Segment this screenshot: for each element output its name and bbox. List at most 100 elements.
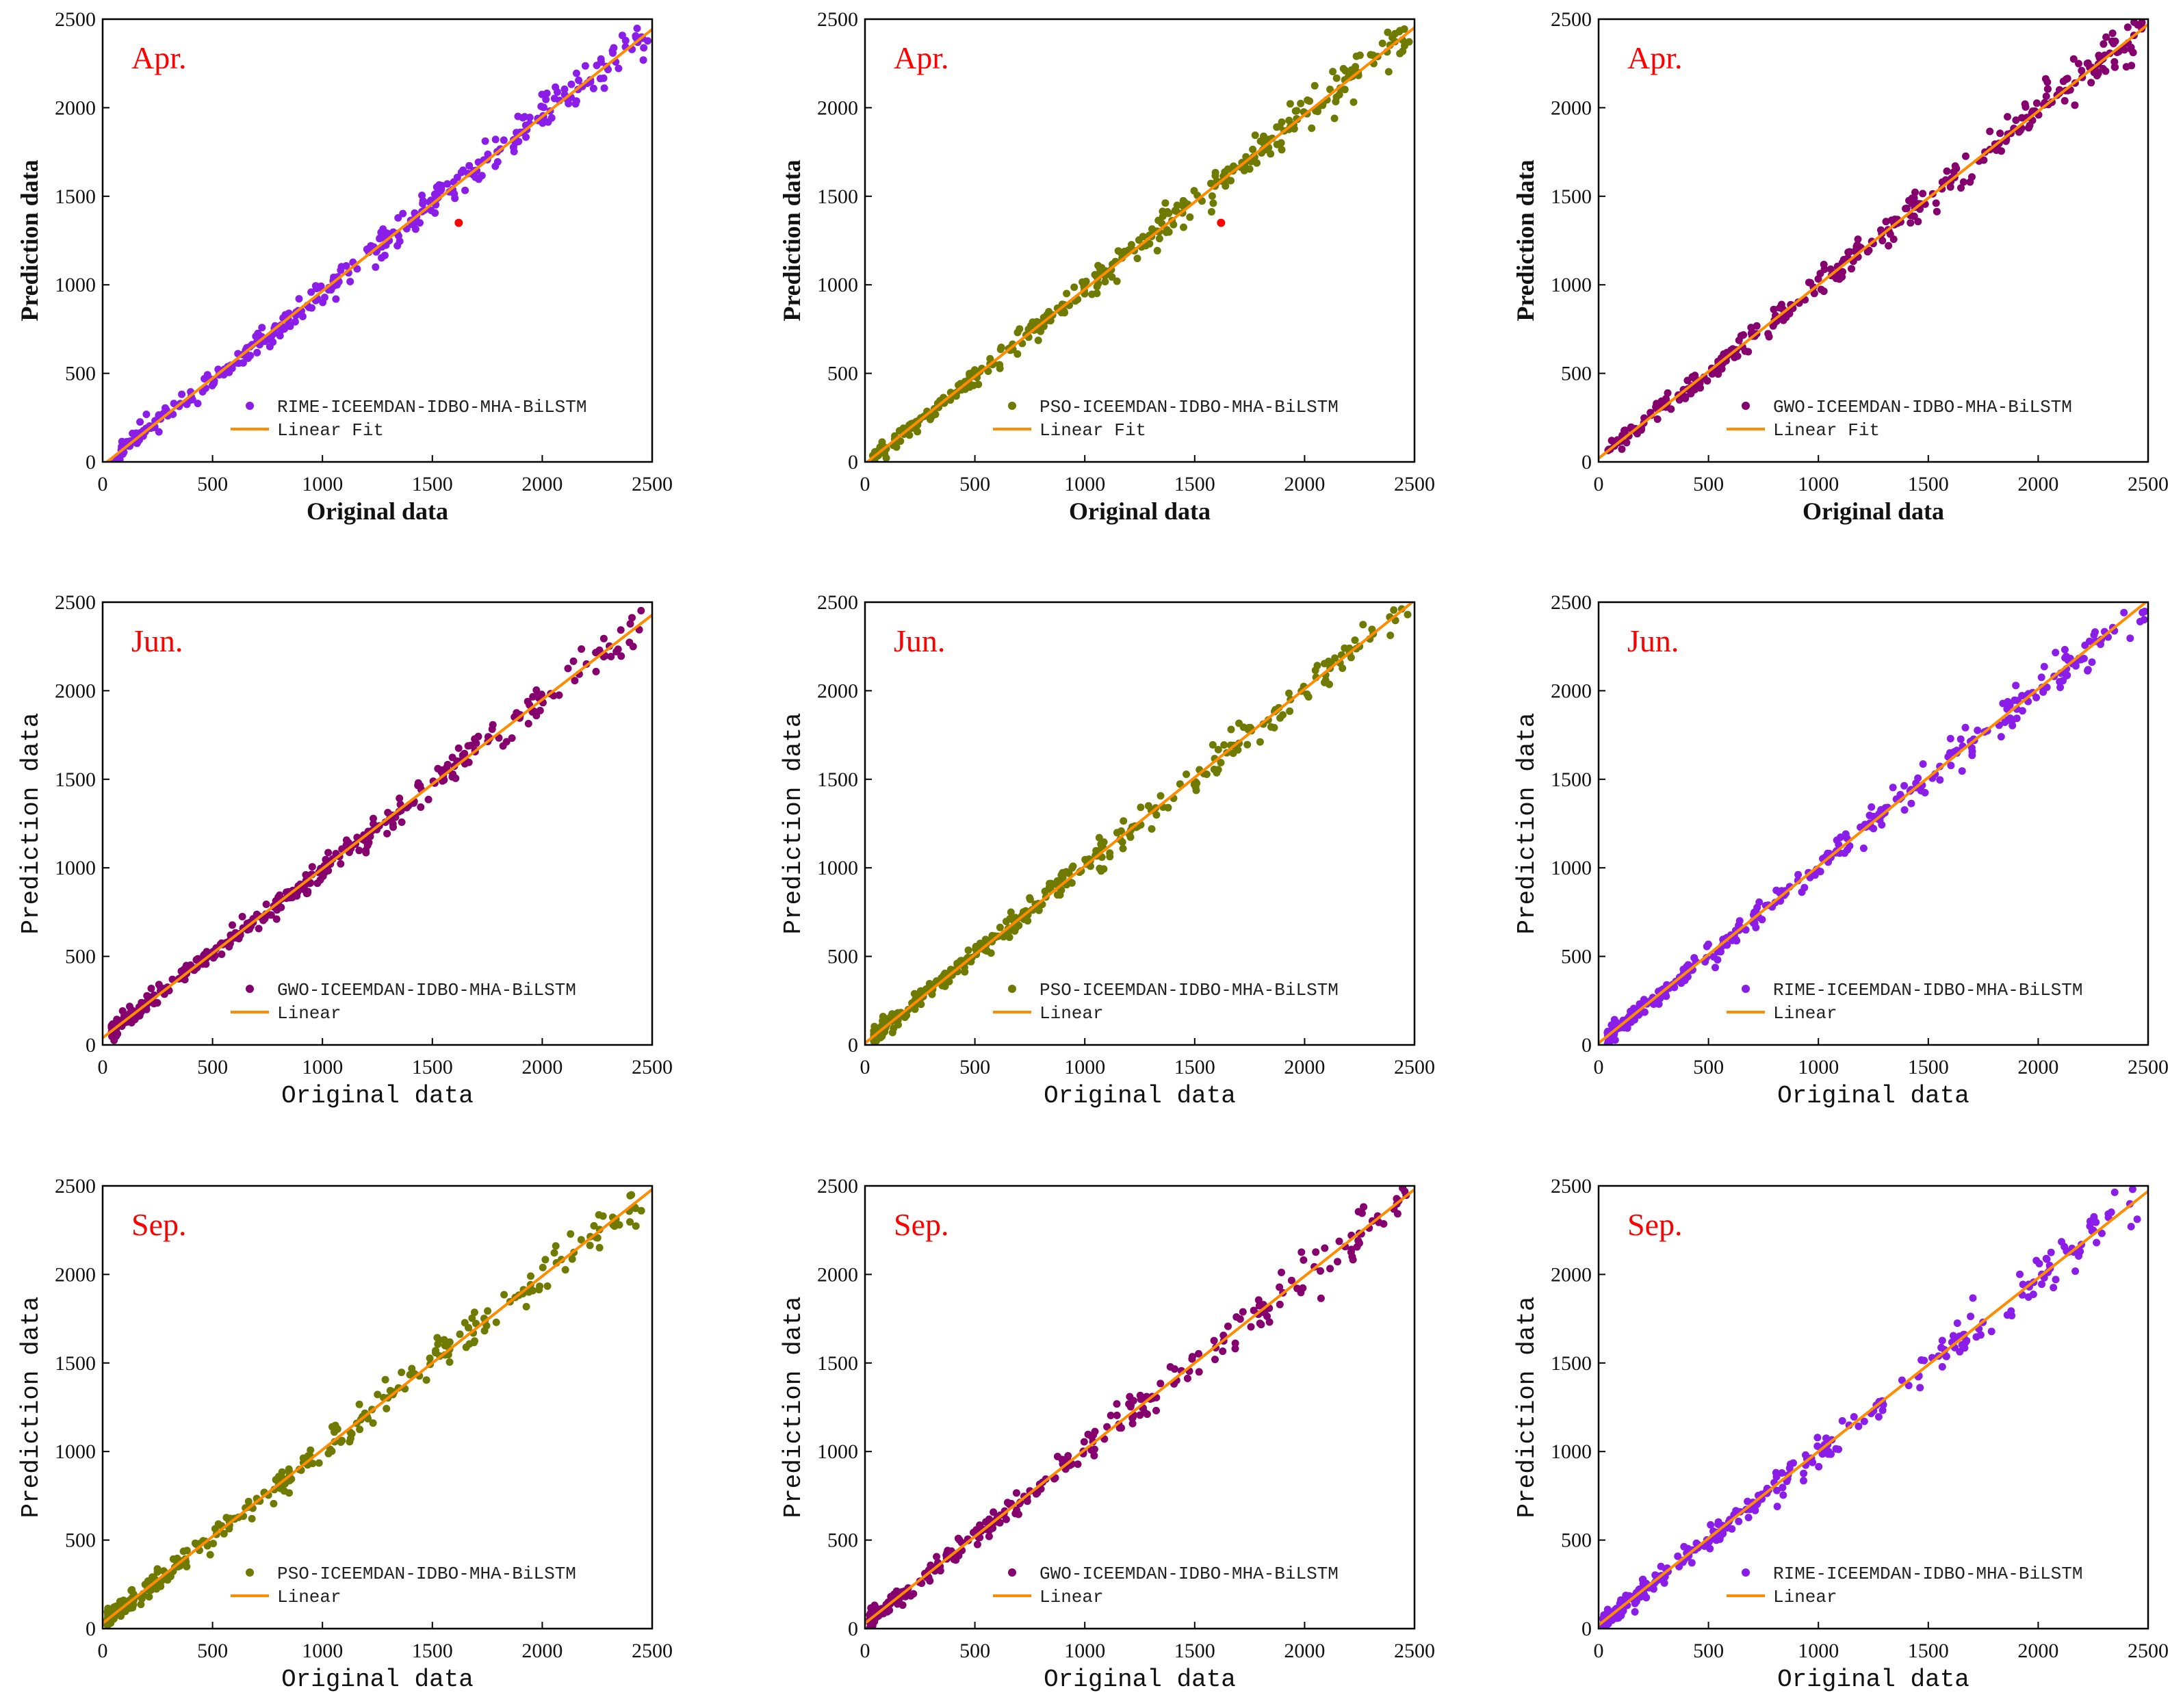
y-tick-label: 2500 xyxy=(1551,1175,1592,1198)
scatter-point xyxy=(307,1446,315,1454)
scatter-point xyxy=(419,196,427,205)
scatter-point xyxy=(1902,205,1911,212)
scatter-point xyxy=(2013,714,2021,723)
scatter-point xyxy=(181,965,188,973)
scatter-point xyxy=(2100,40,2108,48)
scatter-point xyxy=(1308,124,1316,132)
scatter-point xyxy=(1714,956,1722,964)
linear-fit-line xyxy=(1599,1190,2148,1627)
scatter-point xyxy=(438,766,446,774)
scatter-point xyxy=(1256,738,1264,746)
y-tick-label: 0 xyxy=(848,1618,858,1640)
scatter-point xyxy=(235,935,243,943)
scatter-point xyxy=(147,985,155,992)
y-tick-label: 500 xyxy=(65,946,96,968)
scatter-point xyxy=(398,818,406,826)
x-tick-label: 2500 xyxy=(1394,473,1435,495)
scatter-point xyxy=(1889,784,1897,792)
scatter-point xyxy=(2090,1216,2098,1224)
scatter-point xyxy=(1882,218,1890,226)
scatter-point xyxy=(1807,279,1815,287)
scatter-point xyxy=(1820,261,1828,268)
scatter-point xyxy=(1999,699,2007,708)
scatter-point xyxy=(1631,1599,1639,1607)
scatter-point xyxy=(2097,1229,2106,1237)
scatter-point xyxy=(1088,290,1096,298)
x-tick-label: 500 xyxy=(959,1640,990,1662)
x-axis-label: Original data xyxy=(281,1666,474,1694)
scatter-point xyxy=(607,653,615,660)
scatter-points xyxy=(107,606,645,1044)
scatter-point xyxy=(322,855,330,864)
scatter-point xyxy=(1962,152,1969,160)
scatter-point xyxy=(1239,1308,1247,1316)
scatter-point xyxy=(550,1249,558,1257)
scatter-point xyxy=(1742,926,1750,934)
scatter-point xyxy=(255,924,263,933)
scatter-point xyxy=(304,1452,312,1460)
scatter-point xyxy=(1956,735,1965,743)
scatter-point xyxy=(179,1547,188,1555)
legend-marker xyxy=(1008,1568,1016,1577)
scatter-point xyxy=(337,1438,345,1446)
scatter-point xyxy=(522,133,530,141)
scatter-point xyxy=(1907,219,1915,227)
x-tick-label: 1000 xyxy=(1798,1640,1839,1662)
scatter-point xyxy=(464,742,472,750)
scatter-point xyxy=(599,1212,607,1220)
scatter-point xyxy=(2071,1267,2080,1276)
scatter-point xyxy=(1163,208,1172,216)
scatter-point xyxy=(1286,100,1294,108)
scatter-point xyxy=(1938,1362,1946,1371)
scatter-point xyxy=(1117,827,1125,835)
scatter-point xyxy=(527,1272,534,1280)
x-tick-label: 0 xyxy=(860,473,870,495)
scatter-point xyxy=(555,691,563,699)
scatter-point xyxy=(1078,278,1087,286)
y-tick-label: 1500 xyxy=(1551,1352,1592,1375)
scatter-point xyxy=(1251,131,1259,140)
plot-frame xyxy=(101,18,654,463)
month-label: Sep. xyxy=(894,1207,949,1242)
scatter-point xyxy=(1287,1276,1295,1284)
scatter-point xyxy=(2087,79,2095,87)
scatter-point xyxy=(1400,588,1408,596)
scatter-point xyxy=(1012,1489,1020,1497)
scatter-point xyxy=(2052,649,2060,657)
y-tick-label: 1500 xyxy=(817,1352,858,1375)
scatter-point xyxy=(1403,592,1410,599)
scatter-point xyxy=(2111,63,2119,71)
scatter-point xyxy=(377,233,385,242)
scatter-point xyxy=(1850,1413,1858,1421)
scatter-point xyxy=(2132,1172,2140,1179)
scatter-point xyxy=(1838,1416,1846,1425)
scatter-point xyxy=(2132,592,2140,599)
y-tick-label: 2000 xyxy=(55,96,96,119)
scatter-point xyxy=(1623,439,1631,447)
scatter-point xyxy=(1870,825,1878,833)
scatter-point xyxy=(432,1347,440,1355)
scatter-point xyxy=(1380,1220,1388,1228)
scatter-point xyxy=(964,946,972,955)
scatter-point xyxy=(337,859,345,868)
scatter-point xyxy=(384,809,392,816)
scatter-point xyxy=(248,1514,256,1523)
y-tick-label: 1000 xyxy=(55,274,96,296)
scatter-point xyxy=(1100,865,1108,873)
scatter-point xyxy=(1822,1434,1830,1442)
scatter-point xyxy=(1932,199,1940,207)
scatter-point xyxy=(1753,322,1761,330)
scatter-point xyxy=(2040,662,2048,671)
scatter-point xyxy=(1898,1376,1906,1384)
scatter-point xyxy=(1263,1312,1271,1321)
scatter-point xyxy=(481,137,489,145)
scatter-point xyxy=(1958,767,1966,775)
scatter-point xyxy=(1911,188,1919,196)
x-axis-label: Original data xyxy=(1044,1082,1236,1110)
scatter-point xyxy=(892,443,901,451)
scatter-point xyxy=(2130,19,2139,26)
scatter-point xyxy=(1024,917,1032,925)
scatter-point xyxy=(1125,1400,1133,1408)
scatter-point xyxy=(1276,1283,1284,1291)
x-axis-label: Original data xyxy=(281,1082,474,1110)
